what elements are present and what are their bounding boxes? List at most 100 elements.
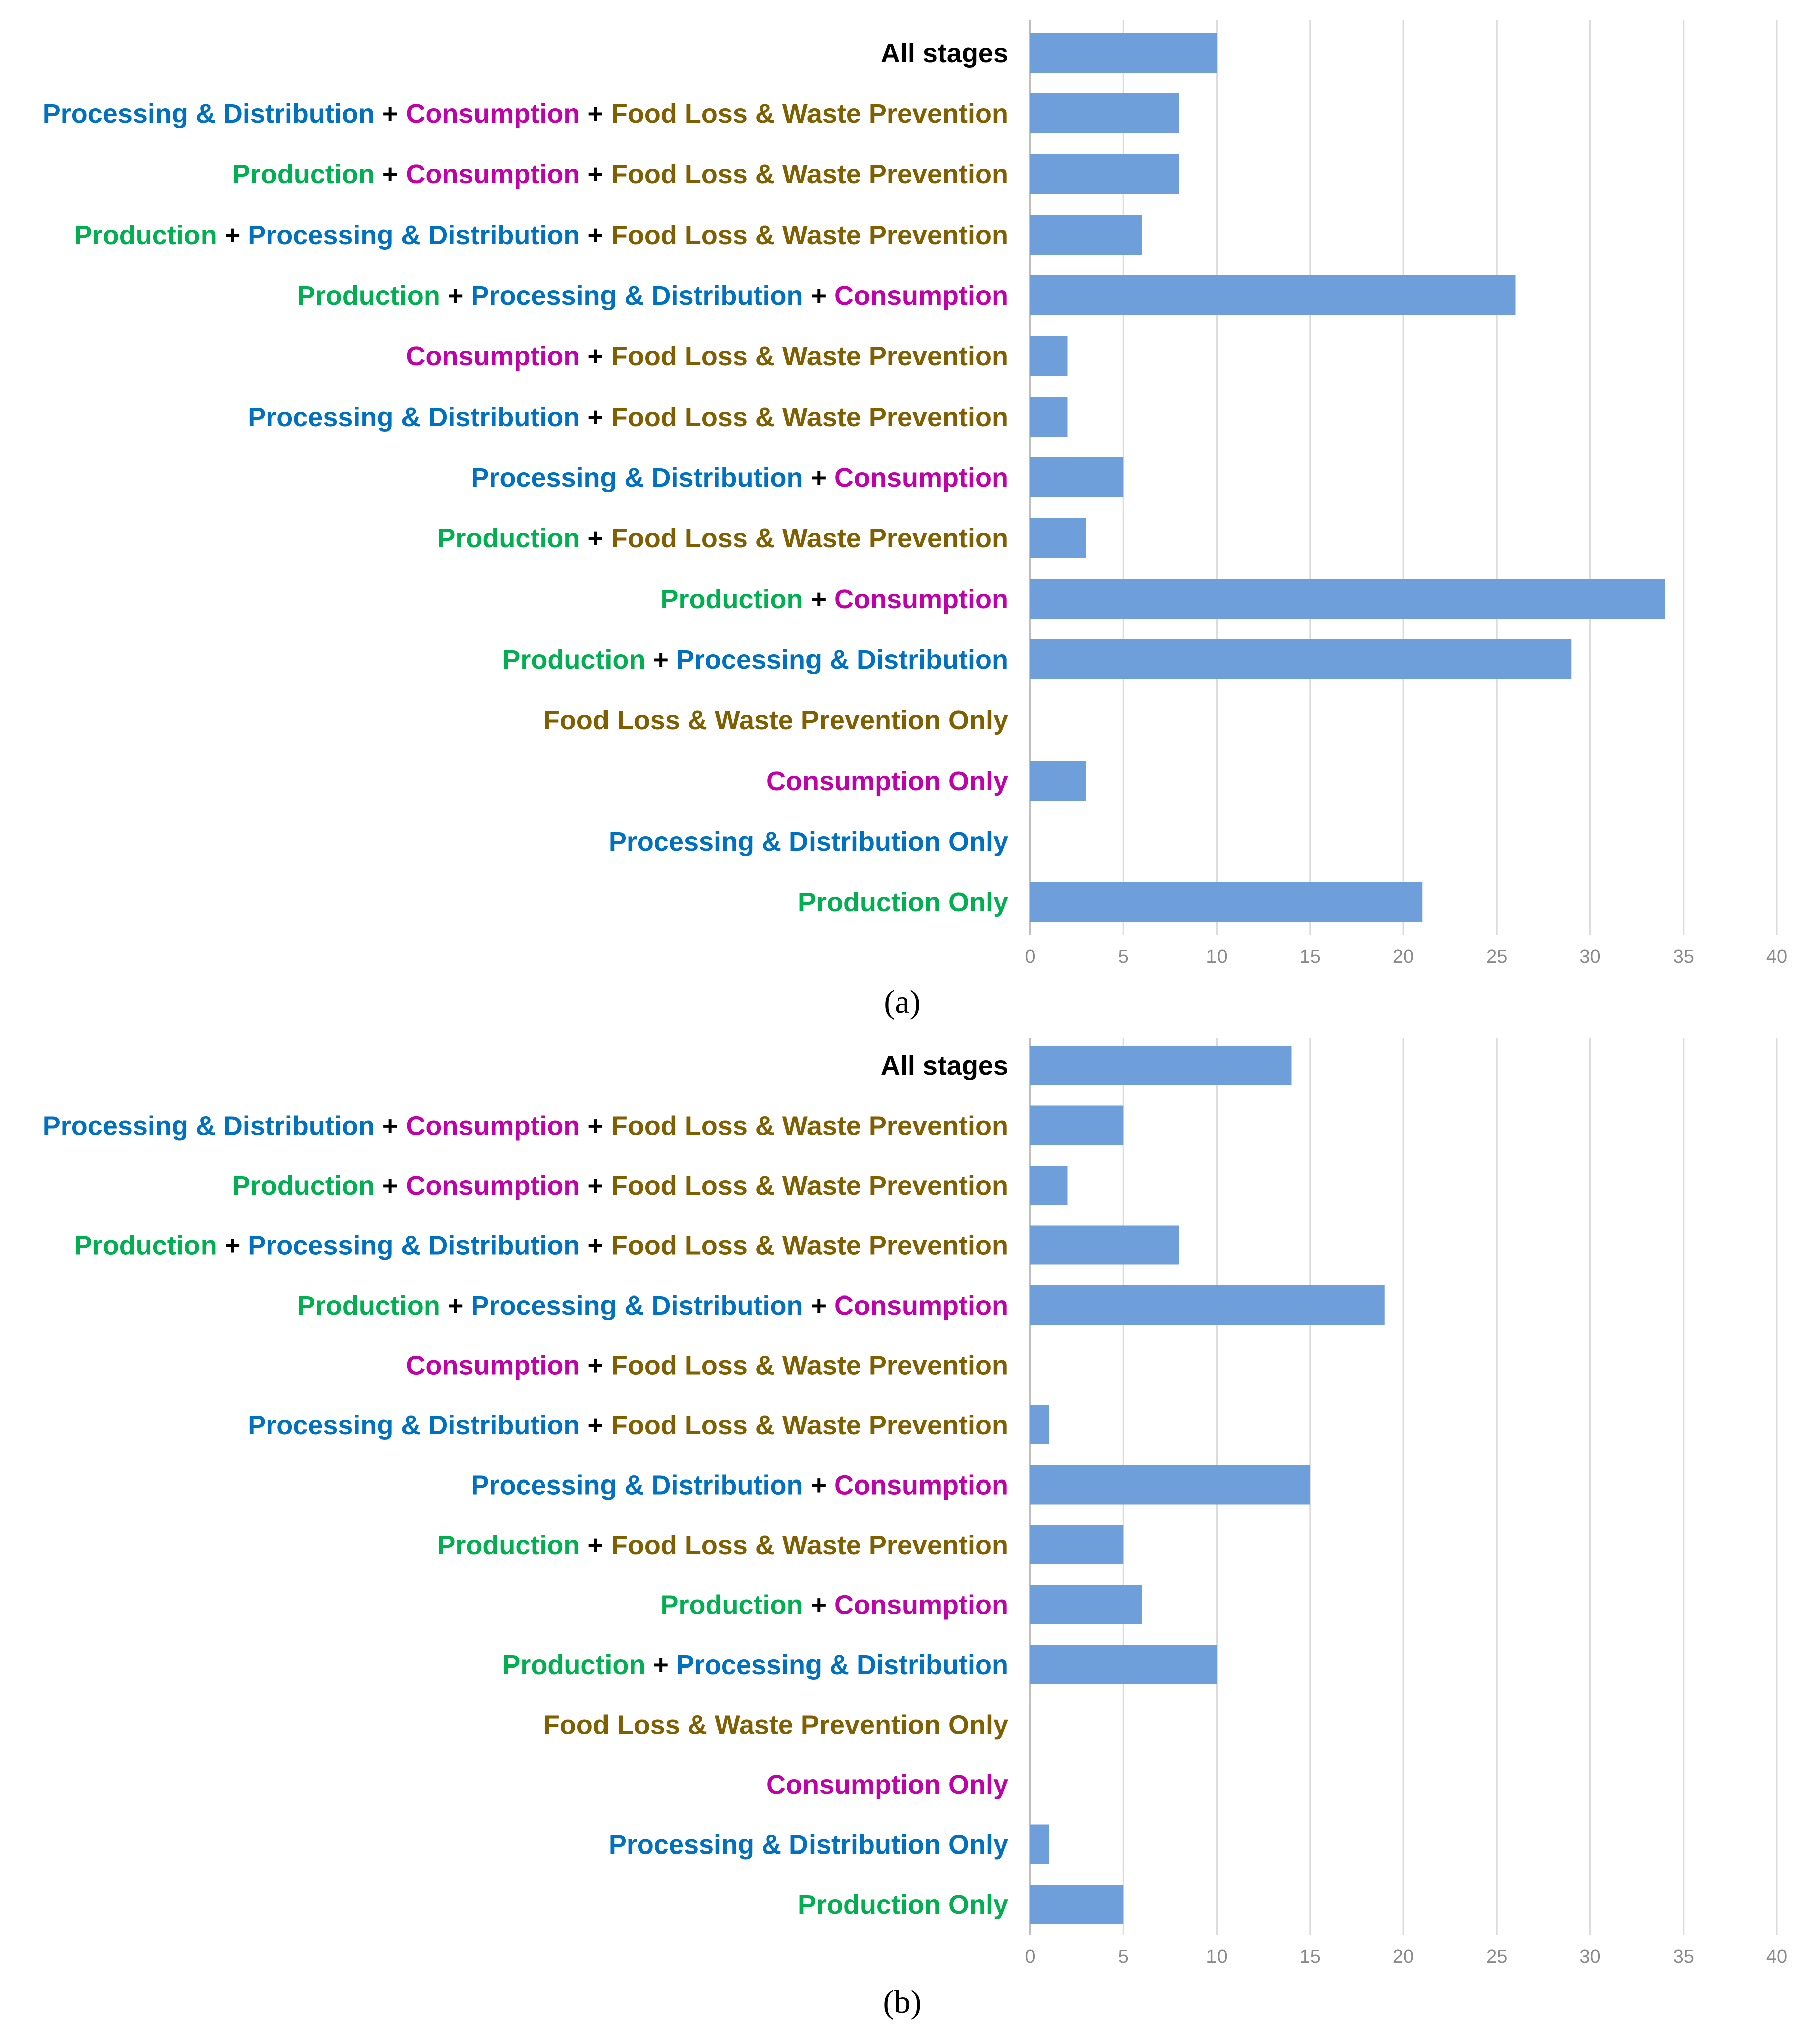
- bar-pd-cons-flw: [1030, 1105, 1124, 1145]
- category-label-part: Consumption Only: [766, 1770, 1008, 1800]
- category-label-part: Food Loss & Waste Prevention: [611, 1410, 1008, 1440]
- category-label-flw-only: Food Loss & Waste Prevention Only: [543, 1710, 1008, 1740]
- category-label-part: +: [580, 341, 611, 372]
- category-label-part: +: [803, 1470, 835, 1501]
- category-label-part: Food Loss & Waste Prevention: [611, 159, 1008, 190]
- category-label-prod-pd-cons: Production + Processing & Distribution +…: [297, 281, 1008, 311]
- bar-pd-cons-flw: [1030, 93, 1179, 133]
- category-label-part: Processing & Distribution Only: [609, 827, 1008, 857]
- category-label-part: +: [580, 1171, 611, 1201]
- bar-prod-cons: [1030, 1585, 1142, 1624]
- x-tick-label: 15: [1300, 946, 1321, 967]
- category-label-part: Consumption: [834, 1470, 1008, 1501]
- category-label-prod-pd-flw: Production + Processing & Distribution +…: [74, 220, 1008, 250]
- category-label-part: All stages: [881, 1051, 1008, 1081]
- x-tick-label: 40: [1766, 1946, 1787, 1967]
- category-label-prod-only: Production Only: [798, 1890, 1008, 1920]
- category-label-pd-flw: Processing & Distribution + Food Loss & …: [248, 402, 1008, 432]
- category-label-part: +: [580, 1530, 611, 1560]
- category-label-part: Food Loss & Waste Prevention Only: [543, 705, 1008, 735]
- x-tick-label: 25: [1486, 946, 1507, 967]
- x-tick-label: 0: [1025, 946, 1035, 967]
- category-label-pd-cons: Processing & Distribution + Consumption: [471, 463, 1008, 493]
- category-label-part: Processing & Distribution: [676, 1650, 1008, 1680]
- category-label-part: Consumption: [406, 1171, 580, 1201]
- category-label-part: +: [375, 1111, 406, 1141]
- bar-prod-pd-cons: [1030, 275, 1516, 315]
- category-label-part: Processing & Distribution Only: [609, 1830, 1008, 1860]
- category-label-part: Production: [297, 1290, 440, 1321]
- bar-prod-pd-cons: [1030, 1285, 1385, 1325]
- category-label-part: Processing & Distribution: [248, 1410, 580, 1440]
- category-label-cons-flw: Consumption + Food Loss & Waste Preventi…: [406, 341, 1008, 372]
- category-label-part: Processing & Distribution: [248, 220, 580, 250]
- x-tick-label: 30: [1579, 1946, 1600, 1967]
- category-label-part: Processing & Distribution: [43, 99, 375, 129]
- bar-prod-flw: [1030, 1525, 1124, 1564]
- x-tick-label: 10: [1206, 1946, 1227, 1967]
- x-tick-label: 30: [1579, 946, 1600, 967]
- category-label-part: Processing & Distribution: [471, 1290, 803, 1321]
- bar-cons-only: [1030, 761, 1086, 801]
- x-tick-label: 40: [1766, 946, 1787, 967]
- category-label-part: Production: [437, 1530, 580, 1560]
- category-label-prod-cons: Production + Consumption: [661, 584, 1008, 614]
- category-label-part: All stages: [881, 38, 1008, 68]
- bar-all-stages: [1030, 33, 1217, 73]
- category-label-part: Consumption: [406, 341, 580, 372]
- category-label-pd-only: Processing & Distribution Only: [609, 827, 1008, 857]
- category-label-part: Production: [502, 645, 645, 675]
- category-label-prod-only: Production Only: [798, 887, 1008, 917]
- category-label-prod-pd: Production + Processing & Distribution: [502, 645, 1008, 675]
- category-label-part: +: [803, 281, 835, 311]
- category-label-part: Food Loss & Waste Prevention Only: [543, 1710, 1008, 1740]
- category-label-part: Consumption: [406, 159, 580, 190]
- panel-label: (b): [883, 1984, 922, 2020]
- bar-prod-pd: [1030, 1645, 1217, 1684]
- bar-prod-cons: [1030, 579, 1665, 619]
- category-label-part: Production: [74, 220, 217, 250]
- category-label-part: Production: [502, 1650, 645, 1680]
- category-label-part: Food Loss & Waste Prevention: [611, 1530, 1008, 1560]
- category-label-part: +: [375, 159, 406, 190]
- category-label-part: Production: [74, 1231, 217, 1261]
- bar-prod-cons-flw: [1030, 1166, 1068, 1205]
- category-label-prod-flw: Production + Food Loss & Waste Preventio…: [437, 1530, 1008, 1560]
- x-tick-label: 5: [1118, 1946, 1129, 1967]
- category-label-prod-cons: Production + Consumption: [661, 1590, 1008, 1620]
- category-label-part: Production: [297, 281, 440, 311]
- x-tick-label: 15: [1300, 1946, 1321, 1967]
- category-label-part: Production: [661, 584, 803, 614]
- x-tick-label: 5: [1118, 946, 1129, 967]
- category-label-part: Consumption Only: [766, 766, 1008, 796]
- category-label-all-stages: All stages: [881, 1051, 1008, 1081]
- category-label-pd-cons-flw: Processing & Distribution + Consumption …: [43, 1111, 1008, 1141]
- category-label-part: Consumption: [834, 463, 1008, 493]
- chart-panel-b: 0 5 10 15 20 25 30 35 40 All stages Processing & D…: [43, 1038, 1787, 2020]
- category-label-part: Consumption: [834, 1590, 1008, 1620]
- category-label-part: Production Only: [798, 887, 1008, 917]
- category-label-part: Consumption: [834, 281, 1008, 311]
- category-label-part: Production Only: [798, 1890, 1008, 1920]
- category-label-part: +: [580, 99, 611, 129]
- x-tick-label: 20: [1393, 946, 1414, 967]
- category-label-prod-cons-flw: Production + Consumption + Food Loss & W…: [232, 1171, 1008, 1201]
- category-label-part: +: [580, 1410, 611, 1440]
- category-label-part: +: [580, 1111, 611, 1141]
- bar-prod-only: [1030, 882, 1423, 922]
- category-label-part: +: [217, 220, 248, 250]
- category-label-prod-pd: Production + Processing & Distribution: [502, 1650, 1008, 1680]
- bar-pd-flw: [1030, 397, 1068, 437]
- chart-panel-a: 0 5 10 15 20 25 30 35 40 All stages Processing & D…: [43, 20, 1787, 1020]
- category-label-part: Production: [661, 1590, 803, 1620]
- category-label-pd-only: Processing & Distribution Only: [609, 1830, 1008, 1860]
- category-label-part: Food Loss & Waste Prevention: [611, 341, 1008, 372]
- category-label-part: Processing & Distribution: [248, 402, 580, 432]
- bar-prod-pd: [1030, 639, 1572, 679]
- category-label-part: Processing & Distribution: [471, 463, 803, 493]
- bar-prod-cons-flw: [1030, 154, 1179, 194]
- category-label-part: Production: [232, 1171, 375, 1201]
- category-label-part: +: [217, 1231, 248, 1261]
